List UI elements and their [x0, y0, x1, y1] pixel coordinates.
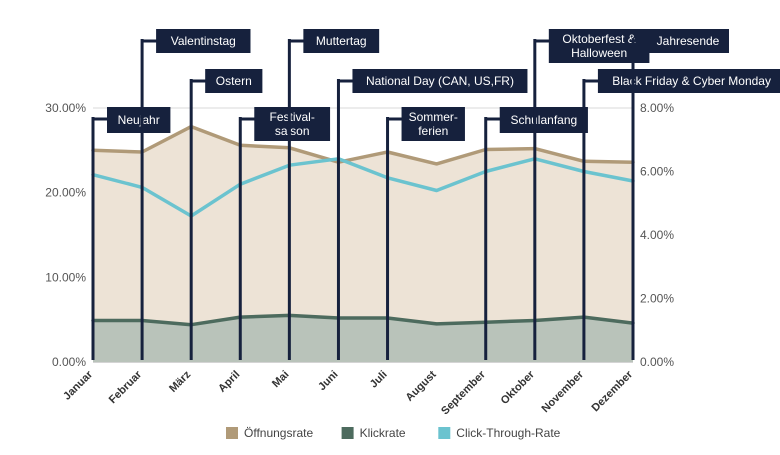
y-left-tick-label: 0.00% — [52, 355, 86, 369]
annotation-box — [107, 107, 171, 133]
annotation-label: Neujahr — [118, 113, 160, 127]
annotation-label: ferien — [418, 124, 448, 138]
legend-label: Öffnungsrate — [244, 426, 313, 440]
x-category-label: Juni — [316, 369, 340, 393]
legend-label: Click-Through-Rate — [456, 426, 560, 440]
annotation-label: Festival- — [270, 110, 315, 124]
y-left-tick-label: 10.00% — [45, 270, 86, 284]
area-line-Klickrate — [91, 313, 635, 327]
y-right-tick-label: 2.00% — [640, 292, 674, 306]
data-point — [435, 162, 439, 166]
area-fill-Klickrate — [93, 315, 633, 362]
annotation-label: Sommer- — [409, 110, 458, 124]
annotation-box — [352, 69, 528, 93]
annotation-box — [401, 107, 465, 141]
annotation-box — [156, 29, 251, 53]
annotation-label: Valentinstag — [171, 34, 236, 48]
x-category-label: Juli — [368, 369, 390, 391]
annotation-label: saison — [275, 124, 310, 138]
x-category-label: Februar — [107, 368, 145, 406]
annotation-label: Oktoberfest & — [562, 32, 635, 46]
event-annotations: Neujahr Valentinstag Ostern Festival-saison… — [91, 29, 780, 360]
annotation-label: Schulanfang — [510, 113, 577, 127]
data-point — [435, 322, 439, 326]
area-line-Öffnungsrate — [91, 124, 635, 166]
annotation-label: Muttertag — [316, 34, 367, 48]
annotation-box — [303, 29, 380, 53]
data-point — [435, 189, 439, 193]
annotation-label: Jahresende — [657, 34, 720, 48]
y-right-tick-label: 0.00% — [640, 355, 674, 369]
x-category-label: Januar — [61, 368, 96, 403]
x-category-label: April — [216, 369, 242, 395]
area-series — [91, 124, 635, 362]
legend-swatch — [341, 427, 354, 439]
legend: Öffnungsrate Klickrate Click-Through-Rate — [226, 426, 561, 440]
x-category-label: Dezember — [589, 368, 635, 414]
series-line-Click-Through-Rate — [91, 157, 635, 218]
legend-label: Klickrate — [360, 426, 406, 440]
y-right-tick-label: 8.00% — [640, 101, 674, 115]
x-category-label: August — [403, 368, 439, 404]
annotation-label: Ostern — [216, 74, 252, 88]
legend-swatch — [226, 427, 238, 439]
x-category-label: Mai — [270, 369, 291, 390]
annotation-box — [254, 107, 331, 141]
x-category-label: März — [167, 368, 194, 395]
annotation-label: National Day (CAN, US,FR) — [366, 74, 514, 88]
y-right-tick-label: 4.00% — [640, 228, 674, 242]
legend-swatch — [438, 427, 451, 439]
annotation-label: Black Friday & Cyber Monday — [612, 74, 771, 88]
y-left-tick-label: 20.00% — [45, 186, 86, 200]
annotation-label: Halloween — [571, 46, 627, 60]
y-right-tick-label: 6.00% — [640, 165, 674, 179]
x-category-label: November — [540, 368, 587, 415]
annotation-box — [499, 107, 588, 133]
annotation-box — [597, 69, 780, 93]
area-fill-Öffnungsrate — [93, 126, 633, 362]
y-left-tick-label: 30.00% — [45, 101, 86, 115]
x-category-label: Oktober — [499, 368, 538, 407]
annotation-box — [647, 29, 729, 53]
annotation-box — [205, 69, 263, 93]
x-category-label: September — [439, 368, 488, 417]
